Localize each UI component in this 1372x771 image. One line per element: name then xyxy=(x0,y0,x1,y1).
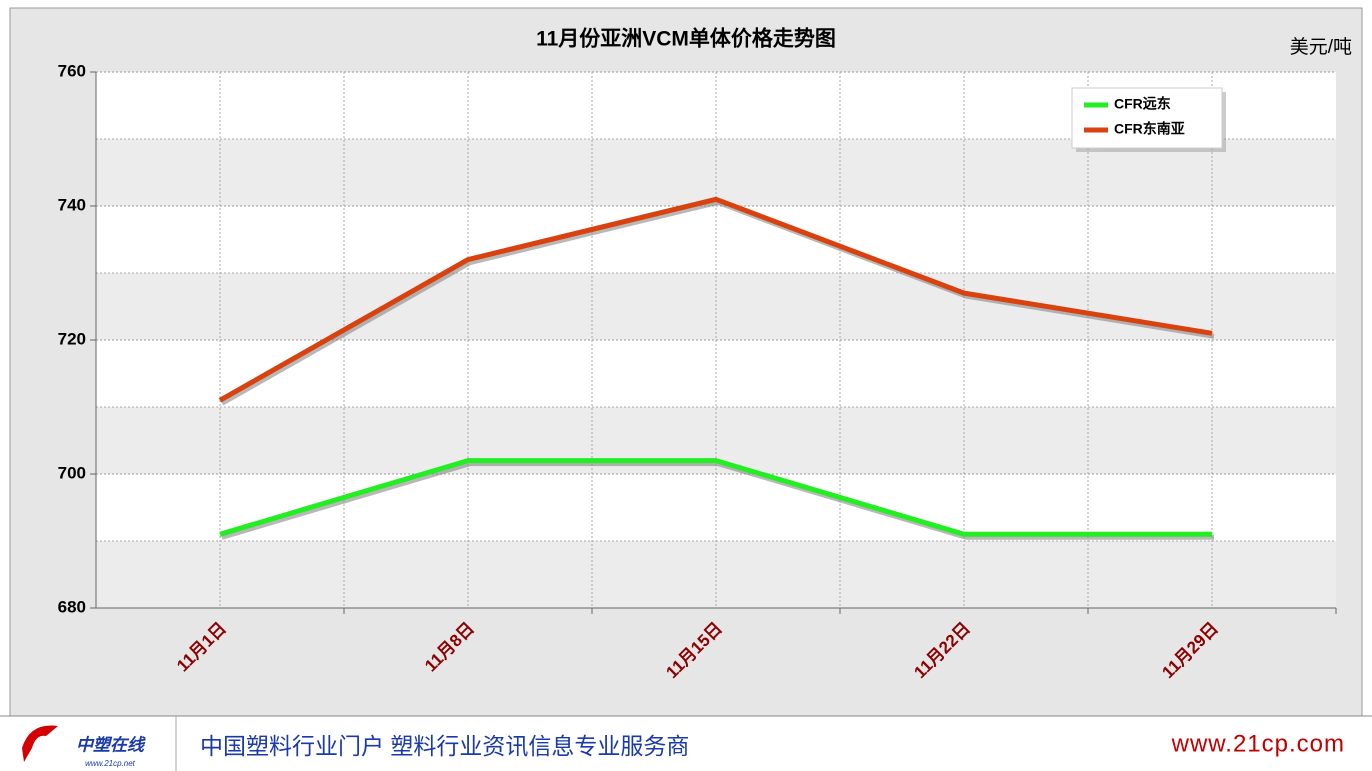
unit-label: 美元/吨 xyxy=(1290,36,1352,58)
logo-icon xyxy=(22,725,58,762)
y-tick-label: 700 xyxy=(58,463,86,482)
footer-slogan: 中国塑料行业门户 塑料行业资讯信息专业服务商 xyxy=(200,733,689,759)
chart-title: 11月份亚洲VCM单体价格走势图 xyxy=(536,27,836,51)
logo-text: 中塑在线 xyxy=(76,735,146,754)
logo-url: www.21cp.net xyxy=(85,759,136,768)
y-tick-label: 680 xyxy=(58,597,86,616)
legend-label: CFR远东 xyxy=(1114,96,1171,112)
footer-url: www.21cp.com xyxy=(1171,730,1345,757)
series-line xyxy=(219,458,1212,537)
series-line xyxy=(218,196,1213,403)
legend-label: CFR东南亚 xyxy=(1114,121,1185,137)
y-tick-label: 720 xyxy=(58,329,86,348)
y-tick-label: 740 xyxy=(58,195,86,214)
y-tick-label: 760 xyxy=(58,61,86,80)
legend xyxy=(1071,87,1223,149)
